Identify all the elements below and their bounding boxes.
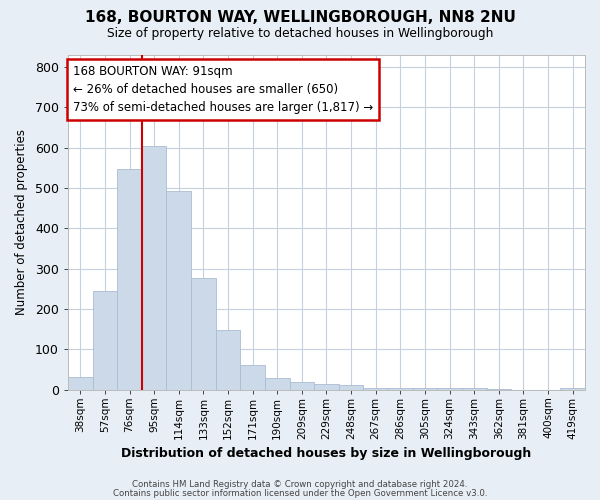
Text: 168, BOURTON WAY, WELLINGBOROUGH, NN8 2NU: 168, BOURTON WAY, WELLINGBOROUGH, NN8 2N…	[85, 10, 515, 25]
Text: 168 BOURTON WAY: 91sqm
← 26% of detached houses are smaller (650)
73% of semi-de: 168 BOURTON WAY: 91sqm ← 26% of detached…	[73, 65, 373, 114]
Text: Contains HM Land Registry data © Crown copyright and database right 2024.: Contains HM Land Registry data © Crown c…	[132, 480, 468, 489]
Bar	[388, 388, 413, 390]
Bar	[68, 376, 92, 390]
Bar	[166, 191, 191, 390]
Bar	[241, 364, 265, 390]
Bar	[487, 389, 511, 390]
Y-axis label: Number of detached properties: Number of detached properties	[15, 130, 28, 316]
Bar	[314, 384, 339, 390]
Text: Contains public sector information licensed under the Open Government Licence v3: Contains public sector information licen…	[113, 488, 487, 498]
Bar	[560, 388, 585, 390]
Bar	[265, 378, 290, 390]
Bar	[462, 388, 487, 390]
Bar	[437, 388, 462, 390]
Bar	[339, 385, 364, 390]
X-axis label: Distribution of detached houses by size in Wellingborough: Distribution of detached houses by size …	[121, 447, 532, 460]
Bar	[413, 388, 437, 390]
Bar	[290, 382, 314, 390]
Bar	[142, 146, 166, 390]
Bar	[117, 168, 142, 390]
Text: Size of property relative to detached houses in Wellingborough: Size of property relative to detached ho…	[107, 28, 493, 40]
Bar	[191, 278, 215, 390]
Bar	[364, 388, 388, 390]
Bar	[92, 291, 117, 390]
Bar	[215, 330, 241, 390]
